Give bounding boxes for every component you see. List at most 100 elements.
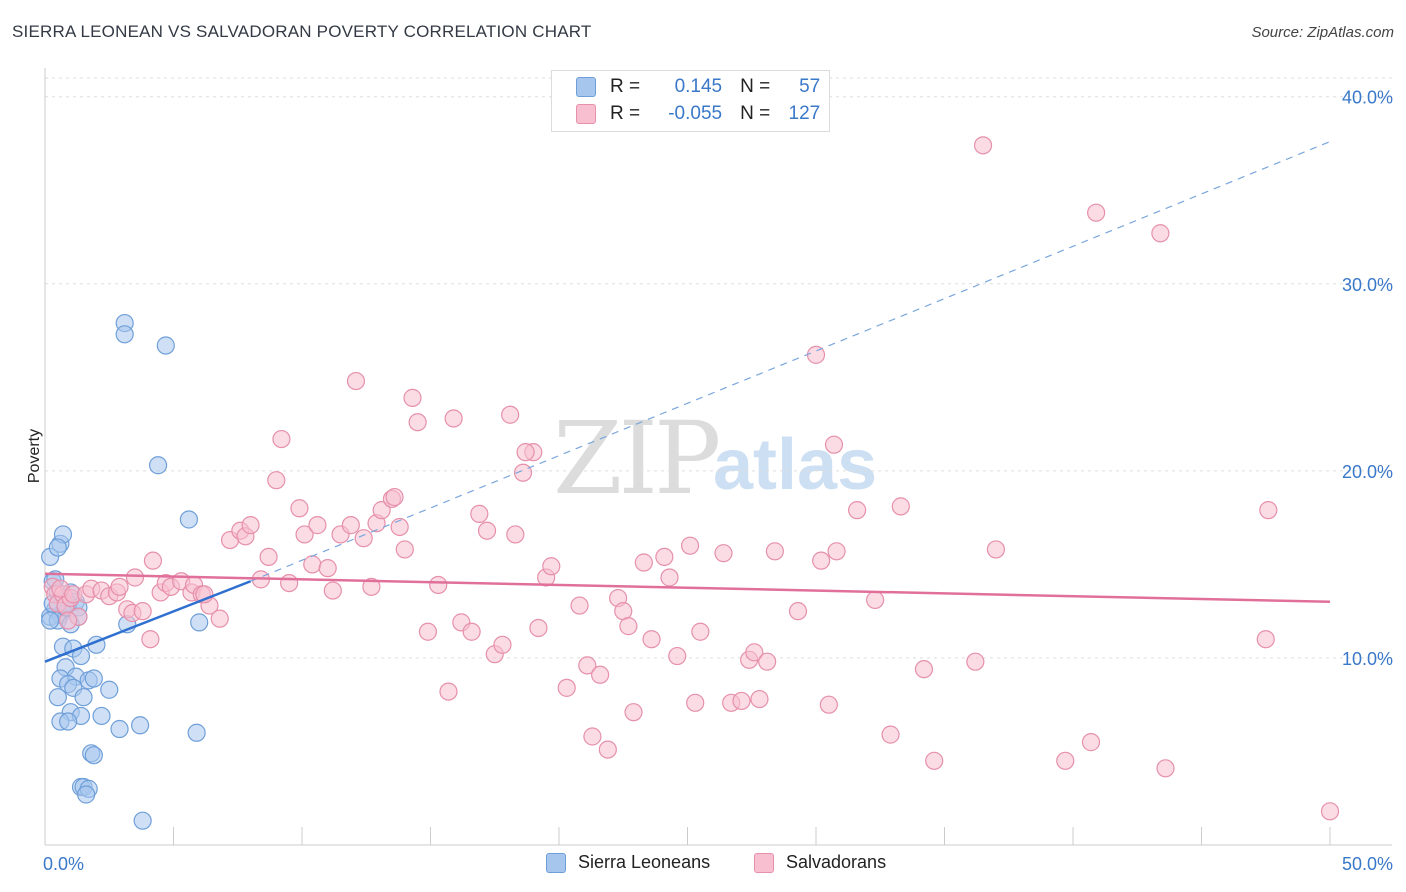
salvadoran-point — [660, 568, 679, 587]
salvadoran-point — [624, 703, 643, 722]
salvadoran-point — [395, 540, 414, 559]
salvadoran-point — [881, 725, 900, 744]
salvadoran-point — [1151, 224, 1170, 243]
salvadoran-point — [501, 405, 520, 424]
x-tick-label: 50.0% — [1342, 854, 1393, 874]
y-tick-label: 40.0% — [1342, 88, 1393, 108]
salvadoran-point — [819, 695, 838, 714]
sierra-leonean-point — [133, 811, 152, 830]
salvadoran-point — [318, 559, 337, 578]
salvadoran-point — [439, 682, 458, 701]
salvadoran-point — [655, 547, 674, 567]
legend-r-label: R = — [610, 76, 641, 97]
sierra-leonean-point — [92, 706, 111, 726]
salvadoran-point — [914, 660, 934, 679]
y-axis-label: Poverty — [26, 428, 44, 484]
salvadoran-point — [827, 542, 846, 561]
salvadoran-point — [848, 501, 867, 520]
salvadoran-point — [680, 536, 700, 555]
legend-swatch-salvadorans — [576, 104, 596, 124]
salvadoran-point — [732, 691, 751, 711]
watermark-zip: ZIP — [553, 400, 721, 517]
salvadoran-point — [259, 547, 278, 567]
sierra-leonean-point — [100, 680, 119, 699]
source-label: Source: ZipAtlas.com — [1251, 24, 1394, 41]
salvadoran-trendline — [44, 572, 1331, 604]
salvadoran-point — [542, 557, 561, 576]
salvadoran-point — [598, 740, 617, 759]
legend-n-label: N = — [740, 76, 771, 97]
salvadoran-point — [686, 693, 705, 712]
salvadoran-point — [966, 652, 985, 671]
salvadoran-point — [308, 516, 327, 535]
salvadoran-point — [303, 555, 322, 574]
correlation-legend: R = 0.145 N = 57 R = -0.055 N = 127 — [551, 70, 830, 132]
salvadoran-point — [295, 525, 314, 544]
salvadoran-point — [583, 727, 602, 746]
salvadoran-point — [272, 429, 291, 449]
salvadoran-point — [788, 602, 808, 621]
sierra-leonean-point — [130, 716, 150, 735]
bottom-legend-swatch-sierra-leoneans — [546, 852, 566, 873]
salvadoran-point — [891, 497, 910, 516]
salvadoran-point — [1087, 203, 1106, 222]
salvadoran-point — [557, 678, 576, 697]
salvadoran-point — [591, 665, 610, 684]
salvadoran-point — [408, 413, 427, 432]
salvadoran-point — [290, 499, 309, 518]
sierra-leonean-point — [115, 325, 134, 344]
salvadoran-point — [570, 596, 589, 615]
sierra-leonean-point — [59, 712, 78, 731]
sierra-leonean-point — [110, 719, 129, 739]
salvadoran-point — [341, 516, 360, 535]
salvadoran-point — [758, 652, 777, 671]
legend-row-sierra-leoneans: R = 0.145 N = 57 — [576, 75, 820, 99]
salvadoran-point — [462, 622, 481, 641]
salvadoran-point — [812, 551, 831, 570]
chart-title: SIERRA LEONEAN VS SALVADORAN POVERTY COR… — [12, 22, 592, 41]
salvadoran-point — [429, 575, 448, 595]
x-tick-label: 0.0% — [43, 854, 84, 874]
salvadoran-point — [362, 577, 381, 596]
sierra-leonean-point — [77, 785, 96, 804]
salvadoran-point — [529, 618, 548, 638]
salvadoran-point — [1320, 802, 1340, 821]
salvadoran-point — [1156, 759, 1175, 778]
salvadoran-point — [110, 577, 129, 596]
salvadoran-point — [516, 443, 535, 462]
salvadoran-point — [634, 553, 653, 572]
bottom-legend-label: Sierra Leoneans — [578, 852, 711, 872]
sierra-leonean-point — [84, 746, 103, 765]
legend-n-value: 127 — [788, 103, 821, 124]
salvadoran-point — [477, 521, 497, 540]
salvadoran-point — [824, 435, 844, 454]
salvadoran-point — [1256, 630, 1275, 649]
salvadoran-point — [143, 551, 163, 570]
salvadoran-point — [385, 487, 404, 507]
salvadoran-point — [354, 529, 373, 548]
bottom-legend-salvadorans: Salvadorans — [754, 852, 886, 873]
sierra-leonean-trendline — [44, 580, 252, 663]
salvadoran-point — [973, 136, 993, 155]
legend-r-value: -0.055 — [668, 103, 723, 124]
salvadoran-point — [444, 409, 463, 428]
sierra-leonean-point — [156, 336, 175, 355]
y-tick-label: 10.0% — [1342, 649, 1393, 669]
bottom-legend-swatch-salvadorans — [754, 852, 774, 873]
sierra-leonean-point — [48, 688, 67, 707]
sierra-leonean-point — [41, 611, 60, 630]
sierra-leonean-point — [179, 510, 199, 529]
sierra-leonean-point — [148, 456, 168, 475]
salvadoran-point — [141, 630, 160, 649]
salvadoran-point — [750, 689, 769, 709]
sierra-leonean-point — [190, 613, 209, 632]
salvadoran-point — [714, 544, 733, 563]
salvadoran-point — [513, 463, 533, 482]
sierra-leonean-point — [48, 538, 67, 557]
salvadoran-point — [691, 622, 710, 641]
bottom-legend-sierra-leoneans: Sierra Leoneans — [546, 852, 710, 873]
salvadoran-point — [267, 471, 286, 490]
legend-swatch-sierra-leoneans — [576, 77, 596, 97]
legend-n-label: N = — [740, 103, 771, 124]
